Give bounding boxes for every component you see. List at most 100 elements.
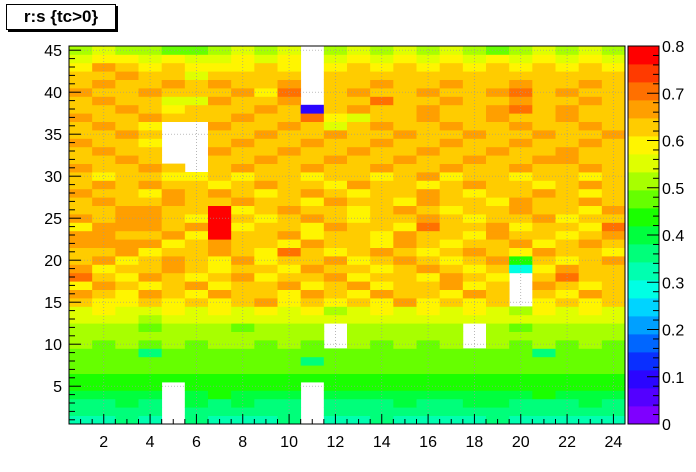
heatmap-cell — [416, 197, 441, 206]
heatmap-cell — [532, 146, 556, 156]
heatmap-cell — [115, 222, 139, 232]
heatmap-cell — [161, 323, 186, 332]
heatmap-cell — [254, 407, 278, 416]
heatmap-cell — [138, 113, 163, 122]
heatmap-cell — [115, 214, 139, 223]
heatmap-cell — [347, 88, 371, 97]
heatmap-cell — [161, 356, 186, 366]
heatmap-cell — [601, 407, 626, 416]
heatmap-cell — [254, 96, 278, 106]
heatmap-cell — [439, 222, 464, 232]
heatmap-cell — [254, 331, 278, 341]
heatmap-cell — [439, 373, 464, 383]
heatmap-cell — [323, 298, 348, 307]
heatmap-cell — [439, 205, 464, 215]
heatmap-cell — [254, 130, 278, 139]
heatmap-cell — [555, 79, 580, 89]
heatmap-cell — [115, 373, 139, 383]
heatmap-cell — [161, 71, 186, 80]
heatmap-cell — [578, 340, 603, 349]
heatmap-cell — [347, 146, 371, 156]
heatmap-cell — [439, 340, 464, 349]
heatmap-cell — [347, 348, 371, 358]
heatmap-cell — [115, 46, 139, 55]
heatmap-cell — [347, 163, 371, 173]
heatmap-cell — [486, 407, 510, 416]
heatmap-cell — [115, 88, 139, 97]
heatmap-cell — [208, 180, 232, 190]
chart-title: r:s {tc>0} — [6, 4, 116, 30]
heatmap-cell — [254, 272, 278, 282]
heatmap-cell — [370, 323, 394, 332]
heatmap-cell — [231, 373, 255, 383]
heatmap-cell — [300, 138, 325, 148]
heatmap-cell — [92, 331, 116, 341]
heatmap-cell — [323, 71, 348, 80]
heatmap-cell — [184, 214, 209, 223]
heatmap-cell — [439, 79, 464, 89]
heatmap-cell — [254, 298, 278, 307]
heatmap-cell — [115, 230, 139, 240]
heatmap-cell — [532, 340, 556, 349]
heatmap-cell — [439, 314, 464, 324]
heatmap-cell — [601, 289, 626, 299]
heatmap-cell — [323, 88, 348, 97]
heatmap-cell — [184, 323, 209, 332]
color-scale-swatch — [628, 316, 659, 335]
heatmap-cell — [555, 407, 580, 416]
heatmap-cell — [184, 88, 209, 97]
y-tick-label: 35 — [44, 127, 62, 144]
heatmap-cell — [486, 298, 510, 307]
heatmap-cell — [439, 306, 464, 316]
heatmap-cell — [439, 264, 464, 274]
heatmap-cell — [393, 373, 417, 383]
heatmap-cell — [300, 365, 325, 374]
heatmap-cell — [300, 373, 325, 383]
heatmap-cell — [161, 264, 186, 274]
heatmap-cell — [578, 373, 603, 383]
heatmap-cell — [92, 281, 116, 290]
heatmap-cell — [300, 197, 325, 206]
heatmap-cell — [601, 373, 626, 383]
heatmap-cell — [486, 289, 510, 299]
heatmap-cell — [208, 96, 232, 106]
heatmap-cell — [115, 155, 139, 164]
heatmap-cell — [115, 79, 139, 89]
heatmap-cell — [277, 382, 302, 391]
heatmap-cell — [69, 390, 93, 400]
heatmap-cell — [601, 130, 626, 139]
heatmap-cell — [161, 298, 186, 307]
heatmap-cell — [208, 398, 232, 408]
heatmap-cell — [254, 62, 278, 72]
heatmap-cell — [254, 138, 278, 148]
heatmap-cell — [161, 289, 186, 299]
heatmap-cell — [69, 113, 93, 122]
heatmap-cell — [462, 365, 487, 374]
color-scale-swatch — [628, 352, 659, 371]
heatmap-cell — [347, 331, 371, 341]
heatmap-cell — [439, 298, 464, 307]
heatmap-cell — [208, 222, 232, 232]
heatmap-cell — [161, 113, 186, 122]
heatmap-cell — [509, 79, 533, 89]
z-tick-label: 0 — [662, 417, 671, 434]
heatmap-cell — [439, 113, 464, 122]
heatmap-cell — [509, 256, 533, 265]
heatmap-cell — [416, 79, 441, 89]
heatmap-cell — [231, 172, 255, 181]
heatmap-cell — [161, 222, 186, 232]
heatmap-cell — [277, 46, 302, 55]
heatmap-cell — [532, 180, 556, 190]
heatmap-cell — [416, 281, 441, 290]
heatmap-cell — [532, 256, 556, 265]
z-tick-label: 0.8 — [662, 39, 684, 56]
heatmap-cell — [462, 239, 487, 248]
heatmap-cell — [347, 62, 371, 72]
heatmap-cell — [393, 96, 417, 106]
heatmap-cell — [370, 289, 394, 299]
heatmap-cell — [486, 239, 510, 248]
heatmap-cell — [138, 197, 163, 206]
heatmap-cell — [601, 365, 626, 374]
x-tick-label: 24 — [605, 434, 623, 451]
heatmap-cell — [462, 197, 487, 206]
